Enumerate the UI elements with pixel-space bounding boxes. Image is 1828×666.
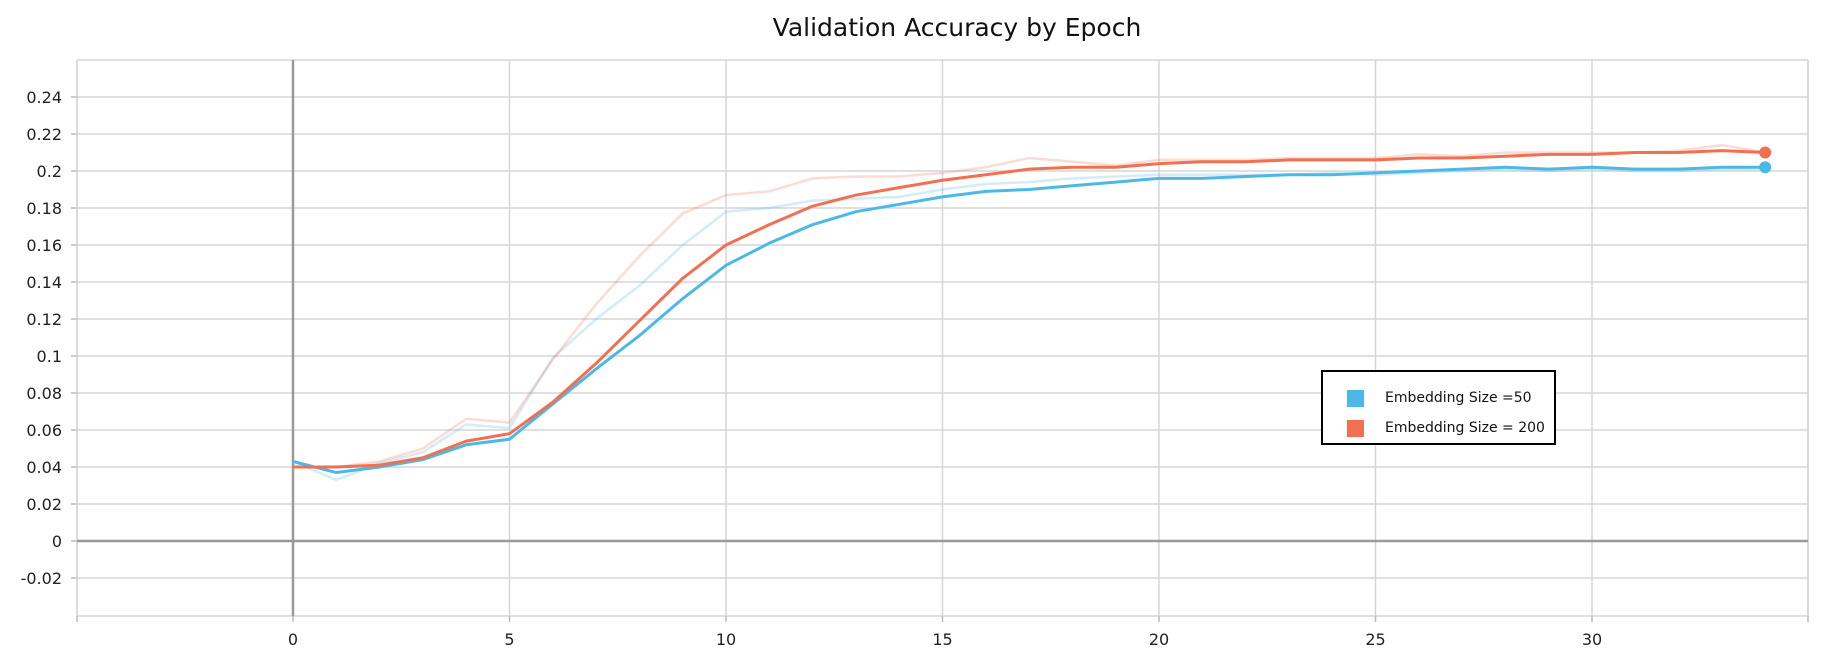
- y-tick-label: 0.14: [26, 273, 62, 292]
- x-tick-label: 0: [288, 630, 298, 649]
- legend-label-embedding-200: Embedding Size = 200: [1385, 420, 1545, 436]
- y-tick-label: 0.06: [26, 421, 62, 440]
- x-tick-label: 20: [1149, 630, 1169, 649]
- axes: [77, 60, 1808, 616]
- y-tick-label: 0.16: [26, 236, 62, 255]
- legend: Embedding Size =50 Embedding Size = 200: [1321, 370, 1556, 445]
- y-tick-label: 0.12: [26, 310, 62, 329]
- tick-labels: -0.02 0 0.02 0.04 0.06 0.08 0.1 0.12 0.14 0.16 0.1…: [21, 88, 1603, 649]
- y-tick-label: 0: [52, 532, 62, 551]
- y-tick-label: 0.04: [26, 458, 62, 477]
- legend-item-embedding-200: Embedding Size = 200: [1347, 418, 1545, 438]
- y-tick-label: 0.1: [37, 347, 62, 366]
- legend-swatch-embedding-200: [1347, 419, 1364, 437]
- series-line-embedding-50: [292, 165, 1766, 475]
- legend-label-embedding-50: Embedding Size =50: [1385, 390, 1532, 406]
- x-tick-label: 30: [1582, 630, 1602, 649]
- raw-series-layer: [292, 143, 1766, 482]
- y-tick-label: 0.22: [26, 125, 62, 144]
- x-tick-label: 15: [932, 630, 952, 649]
- series-end-point-embedding-200: [1759, 146, 1772, 159]
- series-line-embedding-200: [293, 149, 1766, 469]
- y-tick-label: 0.24: [26, 88, 62, 107]
- series-line-raw-embedding-50: [292, 167, 1766, 482]
- chart-title: Validation Accuracy by Epoch: [773, 13, 1142, 42]
- grid: [71, 59, 1809, 622]
- x-tick-label: 5: [504, 630, 514, 649]
- x-tick-label: 25: [1365, 630, 1385, 649]
- y-tick-label: 0.08: [26, 384, 62, 403]
- series-line-raw-embedding-200: [293, 143, 1766, 469]
- y-tick-label: 0.18: [26, 199, 62, 218]
- y-tick-label: 0.2: [37, 162, 62, 181]
- y-tick-label: -0.02: [21, 569, 62, 588]
- series-layer: [292, 146, 1772, 475]
- legend-item-embedding-50: Embedding Size =50: [1347, 388, 1532, 408]
- x-tick-label: 10: [716, 630, 736, 649]
- series-end-point-embedding-50: [1759, 161, 1772, 174]
- y-tick-label: 0.02: [26, 495, 62, 514]
- legend-swatch-embedding-50: [1347, 389, 1364, 407]
